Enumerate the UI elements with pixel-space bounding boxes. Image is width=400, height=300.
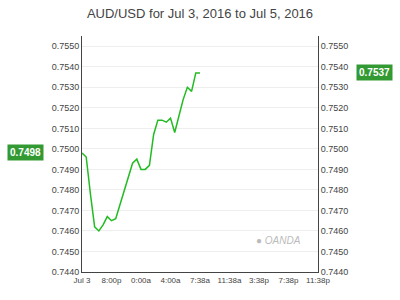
svg-text:0.7490: 0.7490 (52, 165, 80, 175)
svg-text:0.7537: 0.7537 (359, 67, 390, 78)
svg-text:0.7550: 0.7550 (52, 41, 80, 51)
svg-text:8:00p: 8:00p (101, 276, 122, 285)
svg-text:0.7540: 0.7540 (52, 62, 80, 72)
svg-text:0.7440: 0.7440 (52, 267, 80, 277)
svg-text:0.7510: 0.7510 (52, 124, 80, 134)
svg-text:0.7498: 0.7498 (10, 147, 41, 158)
svg-text:0.7550: 0.7550 (321, 41, 349, 51)
svg-text:AUD/USD for Jul 3, 2016 to Jul: AUD/USD for Jul 3, 2016 to Jul 5, 2016 (87, 6, 313, 21)
svg-text:Jul 3: Jul 3 (74, 276, 91, 285)
svg-text:3:38p: 3:38p (249, 276, 270, 285)
svg-text:● OANDA: ● OANDA (256, 235, 301, 246)
svg-text:0.7470: 0.7470 (321, 206, 349, 216)
svg-text:7:38p: 7:38p (278, 276, 299, 285)
svg-text:0.7520: 0.7520 (52, 103, 80, 113)
svg-text:7:38a: 7:38a (190, 276, 211, 285)
svg-text:0.7540: 0.7540 (321, 62, 349, 72)
svg-text:0.7480: 0.7480 (52, 185, 80, 195)
svg-text:0.7450: 0.7450 (321, 247, 349, 257)
svg-text:4:00a: 4:00a (160, 276, 181, 285)
svg-text:0.7490: 0.7490 (321, 165, 349, 175)
svg-text:0.7460: 0.7460 (321, 226, 349, 236)
svg-text:11:38a: 11:38a (218, 276, 242, 285)
svg-text:0.7530: 0.7530 (321, 82, 349, 92)
svg-text:0.7480: 0.7480 (321, 185, 349, 195)
svg-text:0:00a: 0:00a (131, 276, 152, 285)
svg-text:0.7500: 0.7500 (321, 144, 349, 154)
svg-text:0.7520: 0.7520 (321, 103, 349, 113)
svg-text:0.7530: 0.7530 (52, 82, 80, 92)
svg-text:0.7460: 0.7460 (52, 226, 80, 236)
svg-text:0.7510: 0.7510 (321, 124, 349, 134)
svg-text:11:38p: 11:38p (306, 276, 330, 285)
svg-text:0.7450: 0.7450 (52, 247, 80, 257)
svg-text:0.7500: 0.7500 (52, 144, 80, 154)
svg-text:0.7470: 0.7470 (52, 206, 80, 216)
svg-text:0.7440: 0.7440 (321, 267, 349, 277)
